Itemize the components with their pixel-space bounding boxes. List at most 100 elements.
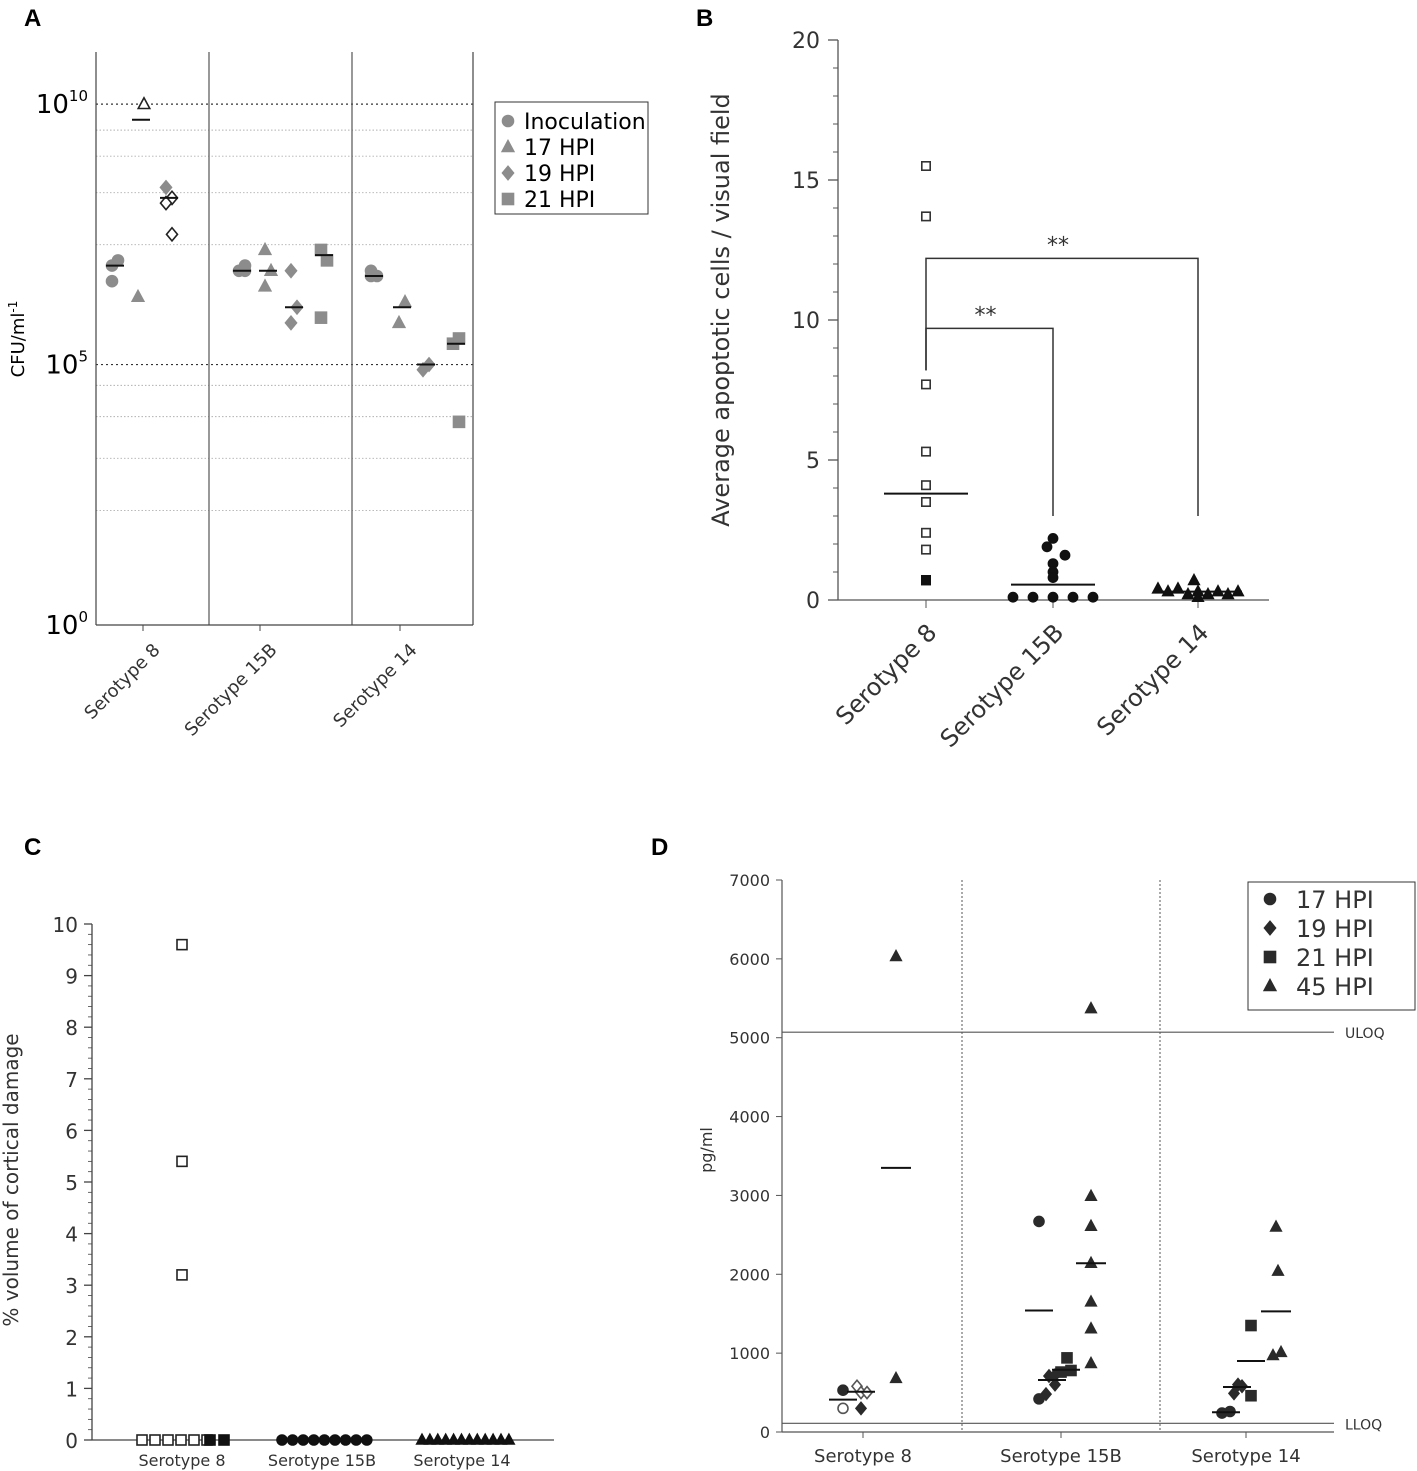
reference-label: ULOQ xyxy=(1345,1026,1385,1042)
data-point xyxy=(502,1432,516,1445)
data-point xyxy=(454,1432,469,1445)
legend-marker xyxy=(1263,920,1277,936)
legend-marker xyxy=(501,192,515,206)
data-point xyxy=(1048,1377,1062,1392)
legend-marker xyxy=(501,114,515,128)
data-point xyxy=(1084,1001,1098,1014)
data-point xyxy=(462,1432,476,1445)
data-point xyxy=(307,1434,320,1446)
data-point xyxy=(1027,591,1039,603)
data-point xyxy=(314,243,328,257)
data-point xyxy=(1181,586,1195,600)
data-point xyxy=(175,1434,187,1446)
panel-label-c: C xyxy=(24,834,41,861)
y-tick-label: 2 xyxy=(65,1326,78,1350)
data-point xyxy=(452,415,466,429)
data-point xyxy=(136,1434,148,1446)
data-point xyxy=(889,1370,903,1384)
x-tick-label: Serotype 8 xyxy=(80,640,164,724)
y-axis-label: Average apoptotic cells / visual field xyxy=(707,93,735,527)
data-point xyxy=(1041,541,1053,553)
data-point xyxy=(920,544,931,555)
data-point xyxy=(1047,572,1059,583)
x-tick-label: Serotype 15B xyxy=(181,640,282,741)
data-point xyxy=(1084,1188,1098,1202)
data-point xyxy=(1007,591,1019,603)
data-point xyxy=(1084,1321,1098,1334)
data-point xyxy=(105,274,119,288)
data-point xyxy=(159,179,173,196)
y-tick-label: 0 xyxy=(806,589,820,614)
data-point xyxy=(318,1434,331,1446)
data-point xyxy=(136,96,152,110)
y-tick-label: 100 xyxy=(45,608,88,641)
data-point xyxy=(329,1434,341,1446)
data-point xyxy=(854,1401,868,1416)
y-tick-label: 5000 xyxy=(729,1029,770,1048)
legend-label: 45 HPI xyxy=(1296,973,1374,1001)
data-point xyxy=(1187,572,1201,586)
data-point xyxy=(920,496,931,507)
legend-marker xyxy=(1263,892,1277,906)
x-tick-label: Serotype 8 xyxy=(138,1451,225,1470)
y-tick-label: 2000 xyxy=(729,1265,770,1284)
data-point xyxy=(111,254,125,267)
data-point xyxy=(494,1432,508,1445)
data-point xyxy=(176,1155,188,1168)
data-point xyxy=(314,311,328,324)
y-tick-label: 1010 xyxy=(36,87,88,120)
x-tick-label: Serotype 14 xyxy=(329,640,421,732)
legend-marker xyxy=(500,138,516,153)
reference-label: LLOQ xyxy=(1345,1417,1382,1433)
data-point xyxy=(423,1432,437,1445)
legend-marker xyxy=(501,165,515,181)
data-point xyxy=(165,226,179,243)
legend-marker xyxy=(1262,977,1278,992)
legend-label: 19 HPI xyxy=(1296,915,1374,943)
data-point xyxy=(837,1384,849,1397)
y-tick-label: 5 xyxy=(65,1171,78,1195)
y-tick-label: 3000 xyxy=(729,1186,770,1205)
legend-box xyxy=(1247,881,1416,1011)
data-point xyxy=(447,1432,461,1445)
x-tick-label: Serotype 15B xyxy=(935,618,1070,753)
data-point xyxy=(176,938,188,951)
data-point xyxy=(920,161,931,172)
data-point xyxy=(1151,581,1165,594)
significance-bracket xyxy=(925,327,1054,516)
data-point xyxy=(1201,586,1215,600)
y-tick-label: 20 xyxy=(792,29,820,54)
data-point xyxy=(1055,1366,1067,1378)
panel-d-chart: 0 1000 2000 3000 4000 5000 6000 7000 pg/ml Seroty… xyxy=(697,871,1416,1467)
panel-label-a: A xyxy=(24,5,41,32)
data-point xyxy=(837,1402,849,1415)
data-point xyxy=(1274,1344,1288,1358)
data-point xyxy=(350,1434,363,1446)
data-point xyxy=(397,294,413,308)
data-point xyxy=(486,1432,500,1445)
significance-label: ** xyxy=(975,303,997,328)
data-point xyxy=(218,1434,230,1446)
data-point xyxy=(360,1434,373,1446)
data-point xyxy=(478,1432,492,1445)
y-axis-label: CFU/ml-1 xyxy=(6,301,29,378)
data-point xyxy=(176,1269,188,1281)
data-point xyxy=(1245,1319,1257,1332)
panel-label-b: B xyxy=(696,5,713,32)
legend-box xyxy=(494,101,649,215)
y-tick-label: 5 xyxy=(806,449,820,474)
data-point xyxy=(364,264,378,278)
data-point xyxy=(162,1434,174,1446)
legend-label: 21 HPI xyxy=(524,188,595,213)
panel-label-d: D xyxy=(651,834,668,861)
y-tick-label: 10 xyxy=(792,309,820,334)
data-point xyxy=(1245,1389,1257,1402)
y-tick-label: 10 xyxy=(53,913,78,937)
data-point xyxy=(920,379,931,390)
data-point xyxy=(1033,1215,1045,1228)
panel-a-chart: 100 105 1010 CFU/ml-1 Serotype 8 Serotype 15B… xyxy=(6,52,649,741)
data-point xyxy=(204,1434,216,1446)
y-tick-label: 8 xyxy=(65,1016,78,1040)
y-tick-label: 0 xyxy=(65,1429,78,1453)
y-tick-label: 7 xyxy=(65,1068,78,1092)
